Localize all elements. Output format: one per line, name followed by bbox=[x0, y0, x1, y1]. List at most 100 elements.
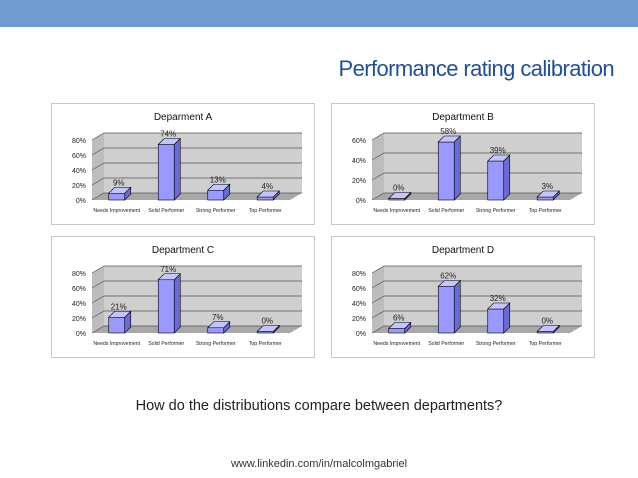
gridline bbox=[371, 295, 582, 304]
gridline bbox=[91, 192, 302, 201]
bar-front bbox=[108, 192, 126, 201]
bar-chart-department-a: Deparment A 0% 20% 40% 60% 80% 9% Needs Improve… bbox=[72, 112, 302, 214]
discussion-question: How do the distributions compare between… bbox=[135, 398, 503, 414]
x-tick-label-strong-performer: Strong Performer bbox=[476, 341, 516, 347]
chart-panel-department-c: Department C 0% 20% 40% 60% 80% 21% Needs Impro… bbox=[51, 236, 315, 358]
bar-front bbox=[487, 160, 505, 201]
bar-top bbox=[157, 138, 181, 145]
bar-side bbox=[173, 273, 181, 334]
chart-title: Department D bbox=[432, 245, 494, 256]
y-tick-label: 0% bbox=[76, 331, 86, 338]
bar-top bbox=[388, 322, 412, 329]
data-label: 7% bbox=[212, 313, 224, 322]
bar-front bbox=[437, 286, 455, 334]
data-label: 74% bbox=[160, 130, 176, 139]
bar-side bbox=[453, 135, 461, 201]
data-label: 32% bbox=[490, 294, 506, 303]
y-tick-label: 80% bbox=[72, 138, 86, 145]
header-bar bbox=[0, 0, 638, 27]
y-tick-label: 20% bbox=[352, 316, 366, 323]
bar-front bbox=[437, 141, 455, 201]
y-tick-label: 60% bbox=[72, 153, 86, 160]
bar-front bbox=[487, 308, 505, 334]
x-tick-label-solid-performer: Solid Performer bbox=[148, 341, 184, 347]
chart-floor bbox=[92, 193, 302, 200]
gridline bbox=[91, 177, 302, 186]
chart-panel-department-b: Department B 0% 20% 40% 60% 0% Needs Improveme… bbox=[331, 103, 595, 225]
chart-panel-department-d: Department D 0% 20% 40% 60% 80% 6% Needs Improv… bbox=[331, 236, 595, 358]
data-label: 6% bbox=[393, 314, 405, 323]
y-tick-label: 0% bbox=[76, 198, 86, 205]
data-label: 0% bbox=[541, 317, 553, 326]
bar-top bbox=[536, 190, 560, 198]
chart-floor bbox=[372, 193, 582, 200]
gridline bbox=[91, 295, 302, 304]
gridline bbox=[371, 280, 582, 289]
bar-top bbox=[437, 280, 461, 287]
x-tick-label-strong-performer: Strong Performer bbox=[476, 208, 516, 214]
y-tick-label: 60% bbox=[72, 286, 86, 293]
y-tick-label: 80% bbox=[72, 271, 86, 278]
data-label: 0% bbox=[393, 184, 405, 193]
bar-top bbox=[437, 135, 461, 143]
chart-back-wall bbox=[384, 133, 582, 193]
x-tick-label-solid-performer: Solid Performer bbox=[428, 341, 464, 347]
x-tick-label-needs-improvement: Needs Improvement bbox=[373, 341, 420, 347]
y-tick-label: 0% bbox=[356, 198, 366, 205]
bar-chart-department-c: Department C 0% 20% 40% 60% 80% 21% Needs Impro… bbox=[72, 245, 302, 347]
bar-top bbox=[536, 325, 560, 332]
y-tick-label: 40% bbox=[352, 158, 366, 165]
x-tick-label-top-performer: Top Performer bbox=[249, 341, 282, 347]
y-tick-label: 0% bbox=[356, 331, 366, 338]
chart-side-wall bbox=[372, 133, 384, 200]
chart-title: Department B bbox=[432, 112, 494, 123]
y-tick-label: 20% bbox=[352, 178, 366, 185]
bar-top bbox=[256, 325, 280, 332]
bar-side bbox=[173, 137, 181, 201]
slide-title: Performance rating calibration bbox=[338, 56, 615, 81]
x-tick-label-solid-performer: Solid Performer bbox=[148, 208, 184, 214]
bar-top bbox=[207, 183, 231, 191]
data-label: 71% bbox=[160, 265, 176, 274]
bar-front bbox=[388, 328, 406, 334]
bar-front bbox=[256, 196, 274, 201]
bar-chart-department-d: Department D 0% 20% 40% 60% 80% 6% Needs Improv… bbox=[352, 245, 582, 347]
gridline bbox=[371, 325, 582, 334]
bar-top bbox=[487, 302, 511, 310]
gridline bbox=[371, 310, 582, 319]
footer-link: www.linkedin.com/in/malcolmgabriel bbox=[230, 458, 408, 470]
bar-chart-department-b: Department B 0% 20% 40% 60% 0% Needs Improveme… bbox=[352, 112, 582, 214]
data-label: 39% bbox=[490, 146, 506, 155]
gridline bbox=[91, 162, 302, 171]
gridline bbox=[91, 132, 302, 141]
bar-front bbox=[207, 189, 225, 201]
data-label: 0% bbox=[261, 317, 273, 326]
x-tick-label-top-performer: Top Performer bbox=[249, 208, 282, 214]
y-tick-label: 40% bbox=[72, 168, 86, 175]
gridline bbox=[371, 132, 582, 141]
bar-front bbox=[108, 316, 126, 334]
x-tick-label-needs-improvement: Needs Improvement bbox=[373, 208, 420, 214]
bar-top bbox=[207, 321, 231, 329]
data-label: 4% bbox=[261, 182, 273, 191]
bar-top bbox=[487, 154, 511, 162]
bar-side bbox=[453, 279, 461, 334]
x-tick-label-solid-performer: Solid Performer bbox=[428, 208, 464, 214]
y-tick-label: 60% bbox=[352, 138, 366, 145]
gridline bbox=[371, 152, 582, 161]
gridline bbox=[371, 172, 582, 181]
x-tick-label-needs-improvement: Needs Improvement bbox=[93, 341, 140, 347]
gridline bbox=[371, 265, 582, 274]
x-tick-label-strong-performer: Strong Performer bbox=[196, 341, 236, 347]
x-tick-label-top-performer: Top Performer bbox=[529, 341, 562, 347]
y-tick-label: 20% bbox=[72, 183, 86, 190]
x-tick-label-strong-performer: Strong Performer bbox=[196, 208, 236, 214]
gridline bbox=[91, 310, 302, 319]
data-label: 9% bbox=[113, 178, 125, 187]
data-label: 21% bbox=[111, 302, 127, 311]
x-tick-label-needs-improvement: Needs Improvement bbox=[93, 208, 140, 214]
chart-panel-department-a: Deparment A 0% 20% 40% 60% 80% 9% Needs Improve… bbox=[51, 103, 315, 225]
bar-front bbox=[536, 196, 554, 201]
data-label: 13% bbox=[210, 175, 226, 184]
bar-front bbox=[157, 144, 175, 201]
